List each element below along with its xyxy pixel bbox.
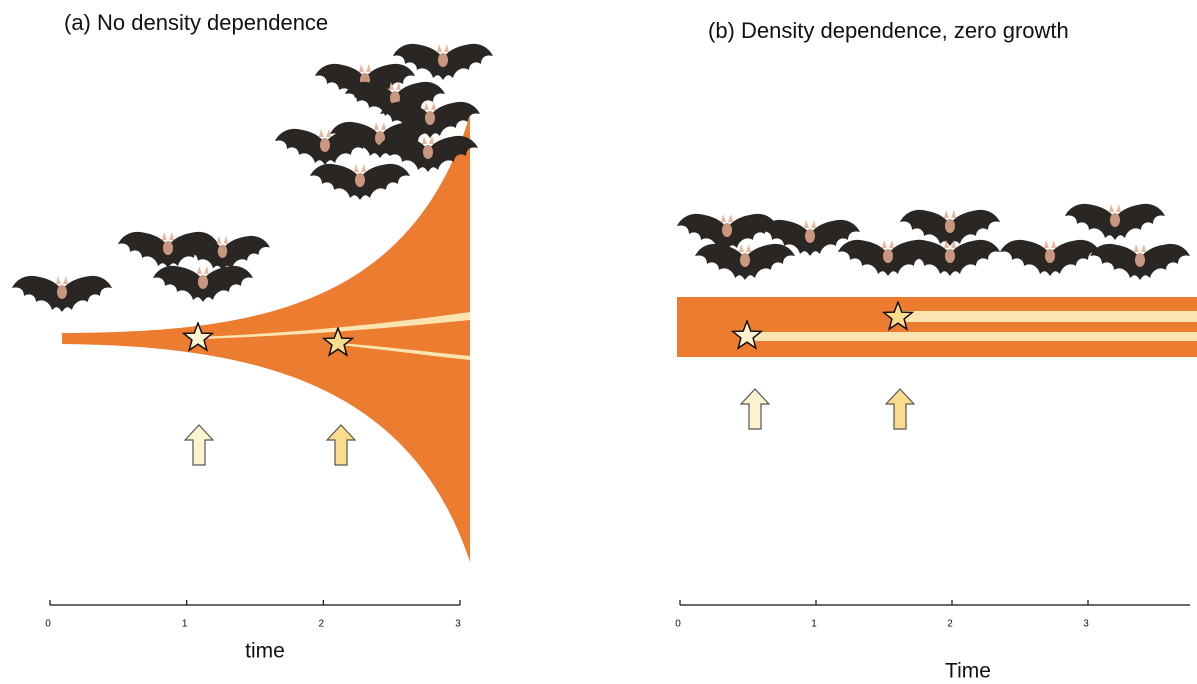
panel-title: (a) No density dependence: [64, 10, 328, 35]
x-tick-label: 2: [947, 619, 953, 630]
population-band: [677, 297, 1197, 357]
x-axis-label: time: [245, 640, 285, 663]
x-tick-label: 3: [455, 619, 461, 630]
x-tick-label: 2: [319, 619, 325, 630]
x-tick-label: 1: [182, 619, 188, 630]
arrow: [184, 424, 214, 466]
x-tick-label: 3: [1083, 619, 1089, 630]
arrow: [740, 388, 770, 430]
panel-b: (b) Density dependence, zero growth: [677, 18, 1197, 430]
x-tick-label: 0: [675, 619, 681, 630]
arrow: [326, 424, 356, 466]
x-tick-label: 0: [45, 619, 51, 630]
lineage-stripe: [745, 332, 1197, 341]
lineage-stripe: [197, 312, 470, 339]
population-funnel: [62, 115, 470, 562]
lineage-stripe: [338, 343, 470, 360]
arrow: [885, 388, 915, 430]
lineage-stripe: [898, 311, 1197, 322]
panel-title: (b) Density dependence, zero growth: [708, 18, 1069, 43]
x-tick-label: 1: [811, 619, 817, 630]
bats: [677, 203, 1190, 280]
panel-a: (a) No density dependence: [12, 10, 493, 562]
x-axis-label: Time: [945, 660, 991, 683]
